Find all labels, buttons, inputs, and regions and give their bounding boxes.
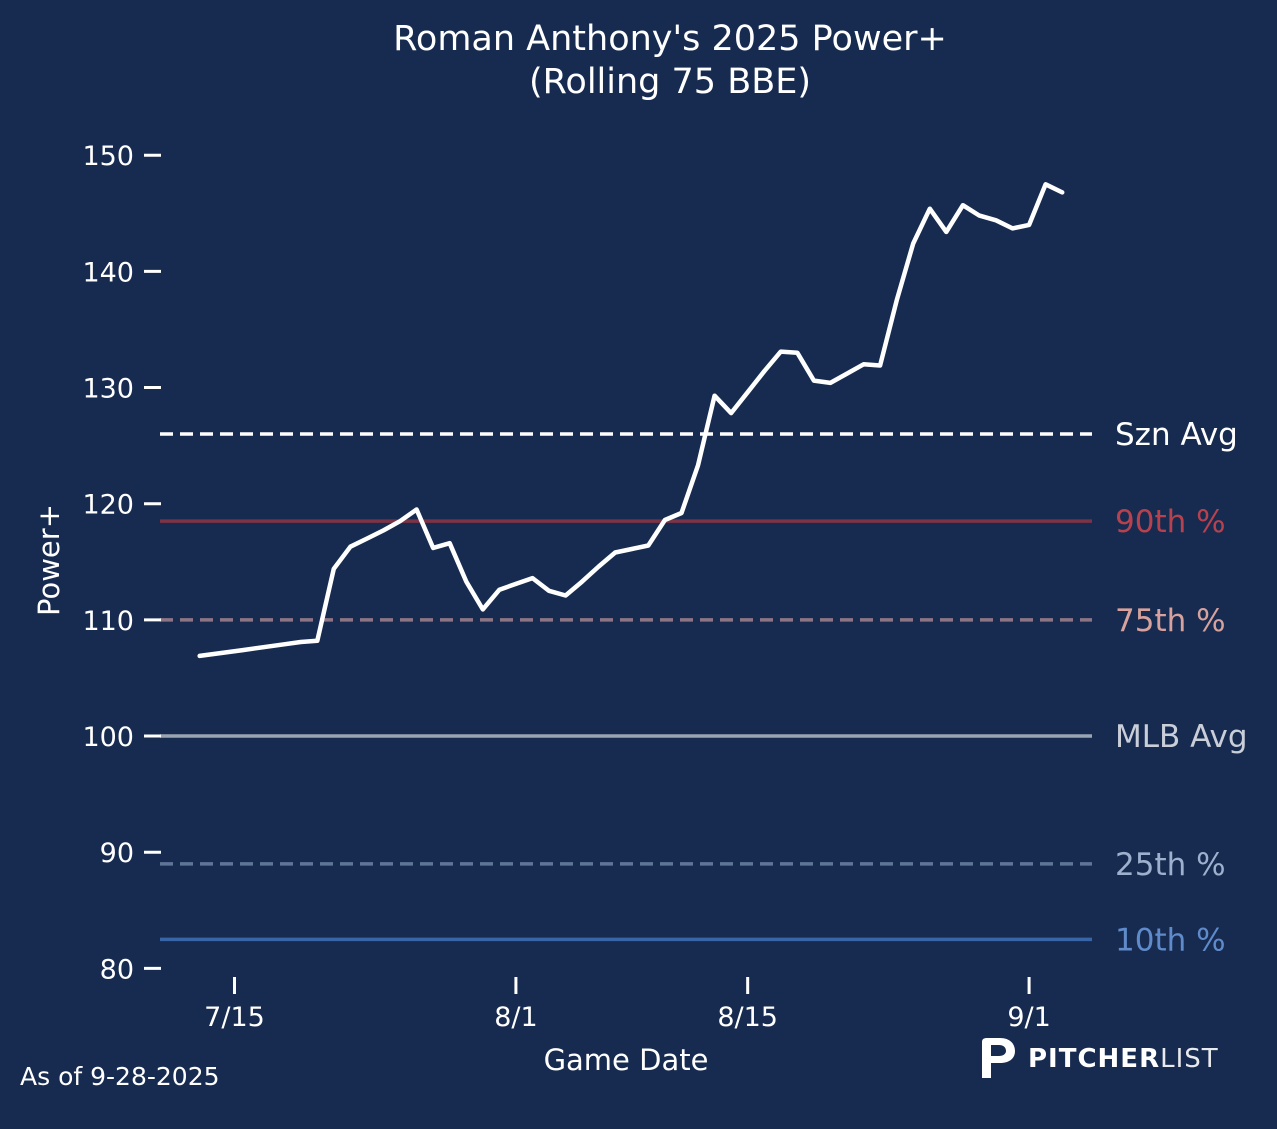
y-axis-ticks: 80 90 100 110 120 130 140 150	[82, 141, 161, 985]
chart-title: Roman Anthony's 2025 Power+	[393, 19, 947, 59]
reference-label-25th: 25th %	[1115, 847, 1226, 883]
pitcherlist-logo: PITCHERLIST	[978, 1036, 1219, 1082]
reference-label-75th: 75th %	[1115, 603, 1226, 639]
y-tick-label: 120	[82, 490, 134, 521]
chart-subtitle: (Rolling 75 BBE)	[529, 62, 811, 102]
reference-lines: Szn Avg 90th % 75th % MLB Avg 25th % 10th %	[160, 417, 1248, 958]
y-tick-label: 100	[82, 722, 134, 753]
power-plus-series-line	[197, 182, 1065, 659]
y-axis-label: Power+	[32, 504, 66, 616]
x-tick-label: 8/15	[717, 1002, 778, 1033]
reference-label-10th: 10th %	[1115, 922, 1226, 958]
reference-label-90th: 90th %	[1115, 504, 1226, 540]
y-tick-label: 140	[82, 257, 134, 288]
y-tick-label: 90	[100, 838, 134, 869]
brand-light: LIST	[1160, 1044, 1219, 1074]
reference-label-mlb-avg: MLB Avg	[1115, 719, 1248, 755]
x-tick-label: 8/1	[494, 1002, 537, 1033]
x-tick-label: 9/1	[1007, 1002, 1050, 1033]
reference-label-szn-avg: Szn Avg	[1115, 417, 1238, 453]
y-tick-label: 110	[82, 606, 134, 637]
pitcherlist-p-icon	[982, 1038, 1015, 1078]
y-tick-label: 150	[82, 141, 134, 172]
as-of-date: As of 9-28-2025	[20, 1062, 220, 1091]
brand-wordmark: PITCHERLIST	[1028, 1044, 1219, 1074]
y-tick-label: 130	[82, 374, 134, 405]
y-tick-label: 80	[100, 954, 134, 985]
x-axis-label: Game Date	[544, 1043, 709, 1077]
series-layer	[197, 182, 1065, 659]
x-tick-label: 7/15	[204, 1002, 265, 1033]
x-axis-ticks: 7/15 8/1 8/15 9/1	[204, 977, 1051, 1033]
brand-bold: PITCHER	[1028, 1044, 1161, 1074]
